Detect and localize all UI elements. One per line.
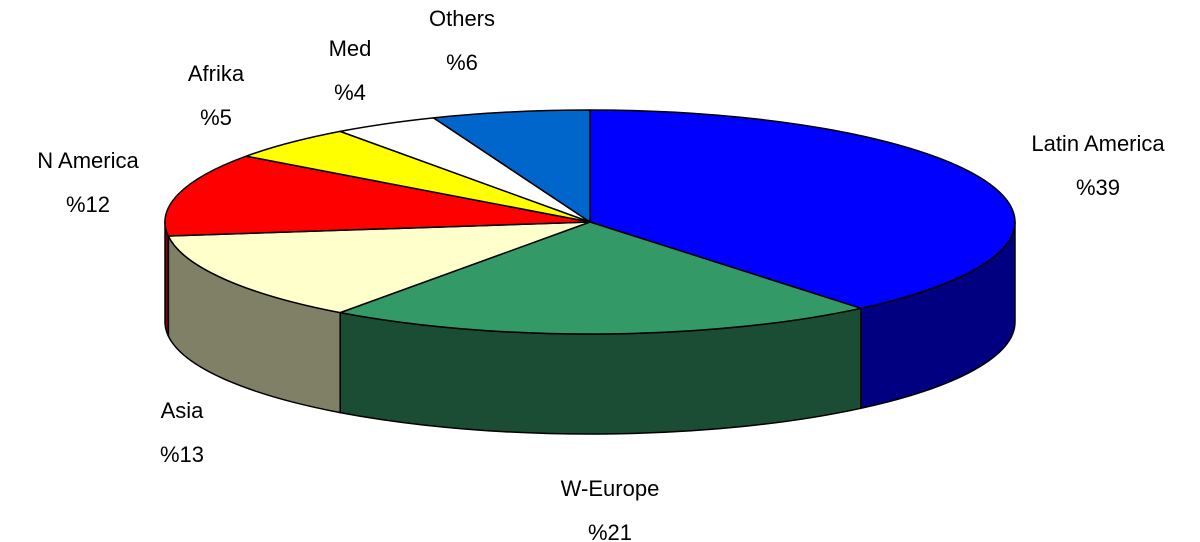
slice-side xyxy=(164,221,170,337)
slice-label: Asia xyxy=(161,398,205,423)
slice xyxy=(164,155,591,237)
slice-value-label: %13 xyxy=(160,442,204,467)
slice xyxy=(432,109,591,223)
slice xyxy=(339,221,862,335)
slice-value-label: %39 xyxy=(1076,175,1120,200)
slice-label: N America xyxy=(37,148,139,173)
slice-value-label: %6 xyxy=(446,50,478,75)
slice-label: Afrika xyxy=(188,61,245,86)
slice-value-label: %12 xyxy=(66,192,110,217)
slice-value-label: %5 xyxy=(200,105,232,130)
slice-label: Med xyxy=(329,36,372,61)
slice-value-label: %4 xyxy=(334,80,366,105)
slice-label: Others xyxy=(429,6,495,31)
slice-label: Latin America xyxy=(1031,131,1165,156)
slice xyxy=(167,221,591,314)
slice-label: W-Europe xyxy=(561,476,660,501)
slice-value-label: %21 xyxy=(588,520,632,542)
slice xyxy=(589,109,1016,310)
